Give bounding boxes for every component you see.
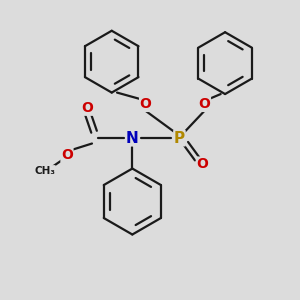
Text: O: O — [81, 101, 93, 115]
Text: O: O — [199, 98, 210, 111]
Text: CH₃: CH₃ — [34, 166, 55, 176]
Text: O: O — [196, 157, 208, 171]
Text: N: N — [126, 131, 139, 146]
Text: O: O — [61, 148, 73, 162]
Text: P: P — [174, 131, 185, 146]
Text: O: O — [140, 98, 152, 111]
